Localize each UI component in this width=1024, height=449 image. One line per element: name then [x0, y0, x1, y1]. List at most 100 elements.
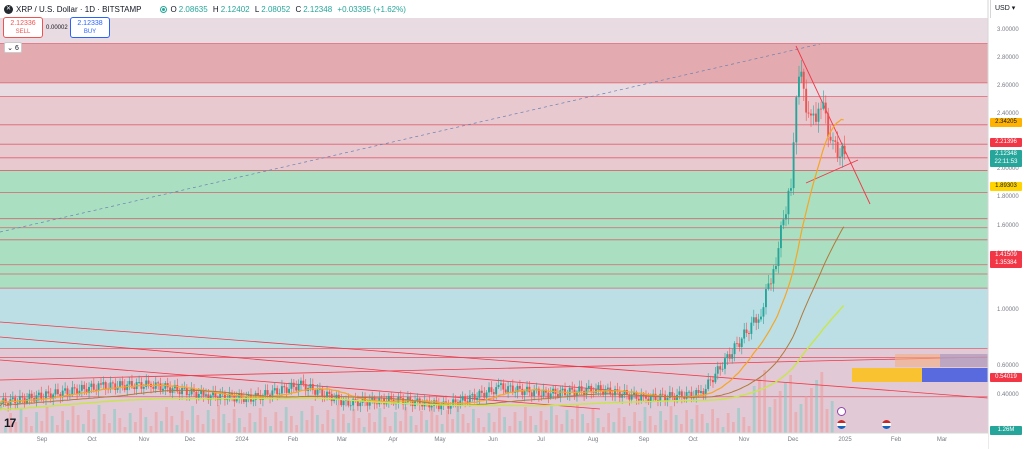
candle [461, 396, 464, 401]
volume-bar [347, 423, 350, 433]
candle [181, 388, 183, 395]
candle [242, 398, 245, 402]
price-tag: 2.34205 [990, 118, 1022, 127]
event-marker-icon[interactable] [837, 407, 846, 416]
volume-bar [778, 391, 782, 433]
volume-bar [108, 423, 111, 433]
y-tick-label: 3.00000 [997, 27, 1019, 33]
ohlc-values: O 2.08635 H 2.12402 L 2.08052 C 2.12348 +0.0… [171, 5, 409, 14]
candle [807, 112, 810, 114]
candle [157, 382, 160, 384]
candle [61, 390, 64, 398]
volume-bar [258, 408, 262, 433]
volume-bar [544, 420, 548, 433]
projection-box [922, 368, 988, 382]
candle [537, 388, 540, 396]
candle [278, 393, 281, 395]
currency-label: USD [995, 5, 1010, 12]
candle [188, 394, 191, 396]
high-value: 2.12402 [220, 4, 250, 14]
candle [252, 399, 255, 402]
candle [790, 188, 792, 191]
candle [261, 395, 264, 401]
flag-us-icon[interactable] [837, 420, 846, 429]
candle [288, 388, 290, 393]
candle [614, 389, 616, 396]
candle [375, 403, 378, 405]
chart-header: ✕ XRP / U.S. Dollar · 1D · BITSTAMP O 2.0… [0, 0, 409, 18]
volume-bar [726, 413, 730, 433]
candle [195, 391, 198, 398]
candle [119, 381, 121, 388]
candle [775, 265, 777, 270]
candle [328, 391, 331, 394]
candle [760, 316, 762, 320]
volume-bar [508, 426, 512, 433]
flag-us-icon[interactable] [882, 420, 891, 429]
candle [780, 225, 782, 249]
candle [625, 390, 628, 395]
candle [11, 397, 14, 400]
candle [361, 397, 364, 403]
volume-bar [472, 409, 475, 433]
candle [637, 398, 640, 401]
candle [587, 385, 590, 389]
candle [114, 383, 117, 390]
close-label: C [295, 4, 302, 14]
volume-bar [752, 386, 756, 433]
volume-bar [82, 424, 85, 433]
candle [485, 392, 488, 398]
x-tick-label: Jul [537, 437, 545, 443]
candle [466, 401, 469, 403]
indicators-toggle[interactable]: ⌄ 6 [4, 42, 22, 53]
volume-bar [61, 411, 64, 433]
candle [464, 396, 467, 402]
candle [88, 386, 90, 394]
volume-bar [518, 421, 522, 433]
candle [452, 399, 455, 406]
candle [399, 396, 402, 399]
candle [785, 214, 787, 220]
candle [223, 393, 226, 400]
dashed-trend-line [0, 43, 821, 233]
candle [0, 402, 2, 404]
candle [471, 394, 474, 396]
candle [719, 366, 722, 370]
candle [824, 102, 827, 114]
candle [767, 283, 770, 290]
volume-bar [310, 406, 314, 433]
volume-bar [784, 383, 787, 433]
candle [640, 394, 643, 401]
volume-bar [248, 413, 252, 433]
currency-selector[interactable]: USD ▾ [990, 0, 1024, 18]
volume-bar [685, 410, 688, 433]
candle [371, 397, 374, 401]
candle [18, 395, 21, 403]
candle [283, 386, 286, 388]
candle [795, 97, 798, 143]
candle [280, 386, 283, 394]
volume-bar [321, 424, 324, 433]
x-tick-label: Sep [638, 437, 650, 443]
candle [342, 400, 345, 406]
volume-bar [35, 412, 38, 433]
volume-bar [414, 425, 418, 433]
candle [673, 395, 676, 401]
volume-bar [425, 420, 428, 433]
candle [59, 394, 62, 398]
volume-bar [336, 405, 340, 433]
x-tick-label: 2024 [235, 437, 249, 443]
sell-button[interactable]: 2.12336 SELL [3, 17, 43, 38]
tradingview-logo[interactable]: 17 [4, 416, 16, 430]
symbol-title[interactable]: XRP / U.S. Dollar · 1D · BITSTAMP [16, 4, 142, 14]
buy-button[interactable]: 2.12338 BUY [70, 17, 110, 38]
candle [473, 394, 476, 400]
candle [314, 390, 317, 395]
candle [707, 379, 710, 390]
volume-bar [628, 426, 631, 433]
candle [102, 382, 105, 385]
candle [654, 393, 657, 400]
volume-bar [305, 420, 309, 433]
